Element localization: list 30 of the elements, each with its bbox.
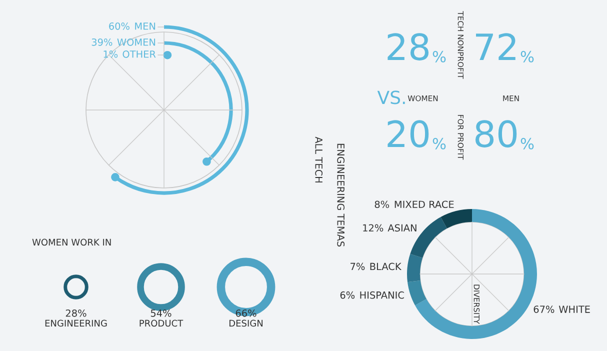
text: ALL TECH xyxy=(315,136,323,182)
category-label: MEN xyxy=(135,22,156,30)
data-label: 60% xyxy=(109,22,130,30)
slice-label: MIXED RACE xyxy=(394,200,454,208)
category-label: DESIGN xyxy=(229,320,263,327)
data-label: 12% xyxy=(363,224,384,232)
data-label: 28% xyxy=(66,309,86,317)
category-label: PRODUCT xyxy=(140,320,184,327)
data-label: 72% xyxy=(476,33,534,62)
data-label: 1% xyxy=(104,50,118,58)
category-label: OTHER xyxy=(122,50,156,58)
slice-label: BLACK xyxy=(370,262,402,270)
data-label: 7% xyxy=(350,262,365,270)
data-label: 54% xyxy=(150,309,172,317)
data-label: 8% xyxy=(374,200,390,208)
data-label: 66% xyxy=(236,309,256,317)
slice-label: HISPANIC xyxy=(360,291,404,299)
data-label: 67% xyxy=(534,306,554,313)
text: WOMEN WORK IN xyxy=(32,238,111,246)
category-label: ENGINEERING xyxy=(45,320,107,327)
data-label: 39% xyxy=(92,38,112,46)
data-label: 28% xyxy=(388,33,446,62)
category-label: WOMEN xyxy=(117,38,156,46)
text: VS. xyxy=(377,90,405,104)
data-label: 6% xyxy=(340,291,355,299)
data-label: 20% xyxy=(388,120,446,150)
slice-label: ASIAN xyxy=(388,224,416,232)
data-label: 80% xyxy=(475,120,534,150)
slice-label: WHITE xyxy=(558,306,590,313)
text: ENGINEERING TEMAS xyxy=(337,144,345,247)
